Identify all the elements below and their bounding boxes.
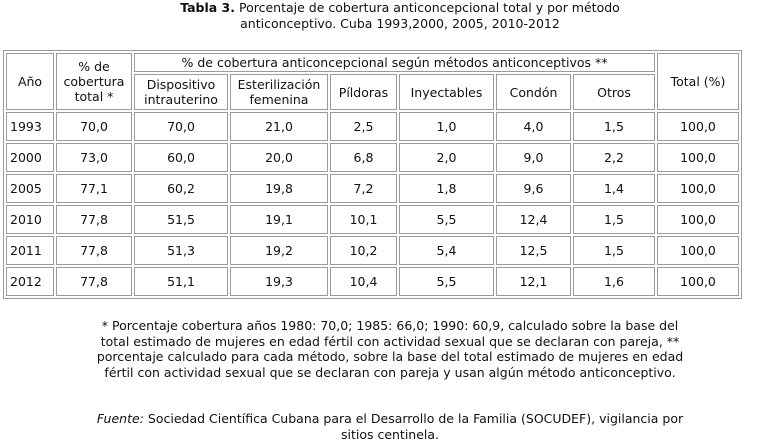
source-note: Fuente: Sociedad Científica Cubana para … [90,411,690,442]
header-method: Inyectables [399,74,494,110]
table-row: 2010 77,8 51,5 19,1 10,1 5,5 12,4 1,5 100,0 [6,205,739,234]
table-row: 2012 77,8 51,1 19,3 10,4 5,5 12,1 1,6 100,0 [6,267,739,296]
caption-text: Porcentaje de cobertura anticoncepcional… [239,0,620,31]
method-value-cell: 12,4 [496,205,571,234]
data-table-wrapper: Año % de cobertura total * % de cobertur… [3,50,742,299]
total-cell: 100,0 [657,267,739,296]
source-label: Fuente: [96,411,144,426]
method-value-cell: 10,2 [330,236,397,265]
method-value-cell: 19,3 [230,267,328,296]
total-cell: 100,0 [657,143,739,172]
table-row: 2011 77,8 51,3 19,2 10,2 5,4 12,5 1,5 100,0 [6,236,739,265]
method-value-cell: 1,0 [399,112,494,141]
header-total: Total (%) [657,53,739,110]
method-value-cell: 4,0 [496,112,571,141]
header-method: Píldoras [330,74,397,110]
method-value-cell: 1,5 [573,205,655,234]
total-coverage-cell: 77,8 [56,205,132,234]
method-value-cell: 51,1 [134,267,228,296]
method-value-cell: 12,5 [496,236,571,265]
total-cell: 100,0 [657,174,739,203]
table-row: 2005 77,1 60,2 19,8 7,2 1,8 9,6 1,4 100,0 [6,174,739,203]
total-coverage-cell: 73,0 [56,143,132,172]
header-method-group: % de cobertura anticoncepcional según mé… [134,53,655,72]
total-coverage-cell: 77,8 [56,236,132,265]
method-value-cell: 9,0 [496,143,571,172]
header-method: Esterilización femenina [230,74,328,110]
total-coverage-cell: 77,8 [56,267,132,296]
total-coverage-cell: 70,0 [56,112,132,141]
total-cell: 100,0 [657,112,739,141]
method-value-cell: 21,0 [230,112,328,141]
method-value-cell: 1,5 [573,112,655,141]
method-value-cell: 19,2 [230,236,328,265]
method-value-cell: 9,6 [496,174,571,203]
method-value-cell: 60,0 [134,143,228,172]
method-value-cell: 51,5 [134,205,228,234]
method-value-cell: 70,0 [134,112,228,141]
year-cell: 2010 [6,205,54,234]
data-table: Año % de cobertura total * % de cobertur… [3,50,742,299]
footnote: * Porcentaje cobertura años 1980: 70,0; … [96,318,684,380]
table-row: 2000 73,0 60,0 20,0 6,8 2,0 9,0 2,2 100,0 [6,143,739,172]
method-value-cell: 10,4 [330,267,397,296]
header-year: Año [6,53,54,110]
method-value-cell: 19,1 [230,205,328,234]
header-method: Otros [573,74,655,110]
table-row: 1993 70,0 70,0 21,0 2,5 1,0 4,0 1,5 100,0 [6,112,739,141]
method-value-cell: 12,1 [496,267,571,296]
year-cell: 2005 [6,174,54,203]
method-value-cell: 2,2 [573,143,655,172]
table-caption: Tabla 3. Porcentaje de cobertura anticon… [150,0,650,32]
method-value-cell: 5,5 [399,267,494,296]
method-value-cell: 1,5 [573,236,655,265]
method-value-cell: 5,5 [399,205,494,234]
caption-label: Tabla 3. [180,0,236,15]
method-value-cell: 19,8 [230,174,328,203]
method-value-cell: 1,4 [573,174,655,203]
method-value-cell: 1,8 [399,174,494,203]
header-method: Condón [496,74,571,110]
year-cell: 2011 [6,236,54,265]
method-value-cell: 10,1 [330,205,397,234]
method-value-cell: 60,2 [134,174,228,203]
method-value-cell: 1,6 [573,267,655,296]
method-value-cell: 7,2 [330,174,397,203]
method-value-cell: 6,8 [330,143,397,172]
total-cell: 100,0 [657,236,739,265]
method-value-cell: 51,3 [134,236,228,265]
year-cell: 1993 [6,112,54,141]
method-value-cell: 2,5 [330,112,397,141]
header-method: Dispositivo intrauterino [134,74,228,110]
year-cell: 2000 [6,143,54,172]
method-value-cell: 20,0 [230,143,328,172]
header-total-coverage: % de cobertura total * [56,53,132,110]
total-coverage-cell: 77,1 [56,174,132,203]
total-cell: 100,0 [657,205,739,234]
method-value-cell: 5,4 [399,236,494,265]
method-value-cell: 2,0 [399,143,494,172]
year-cell: 2012 [6,267,54,296]
source-text: Sociedad Científica Cubana para el Desar… [147,411,684,442]
